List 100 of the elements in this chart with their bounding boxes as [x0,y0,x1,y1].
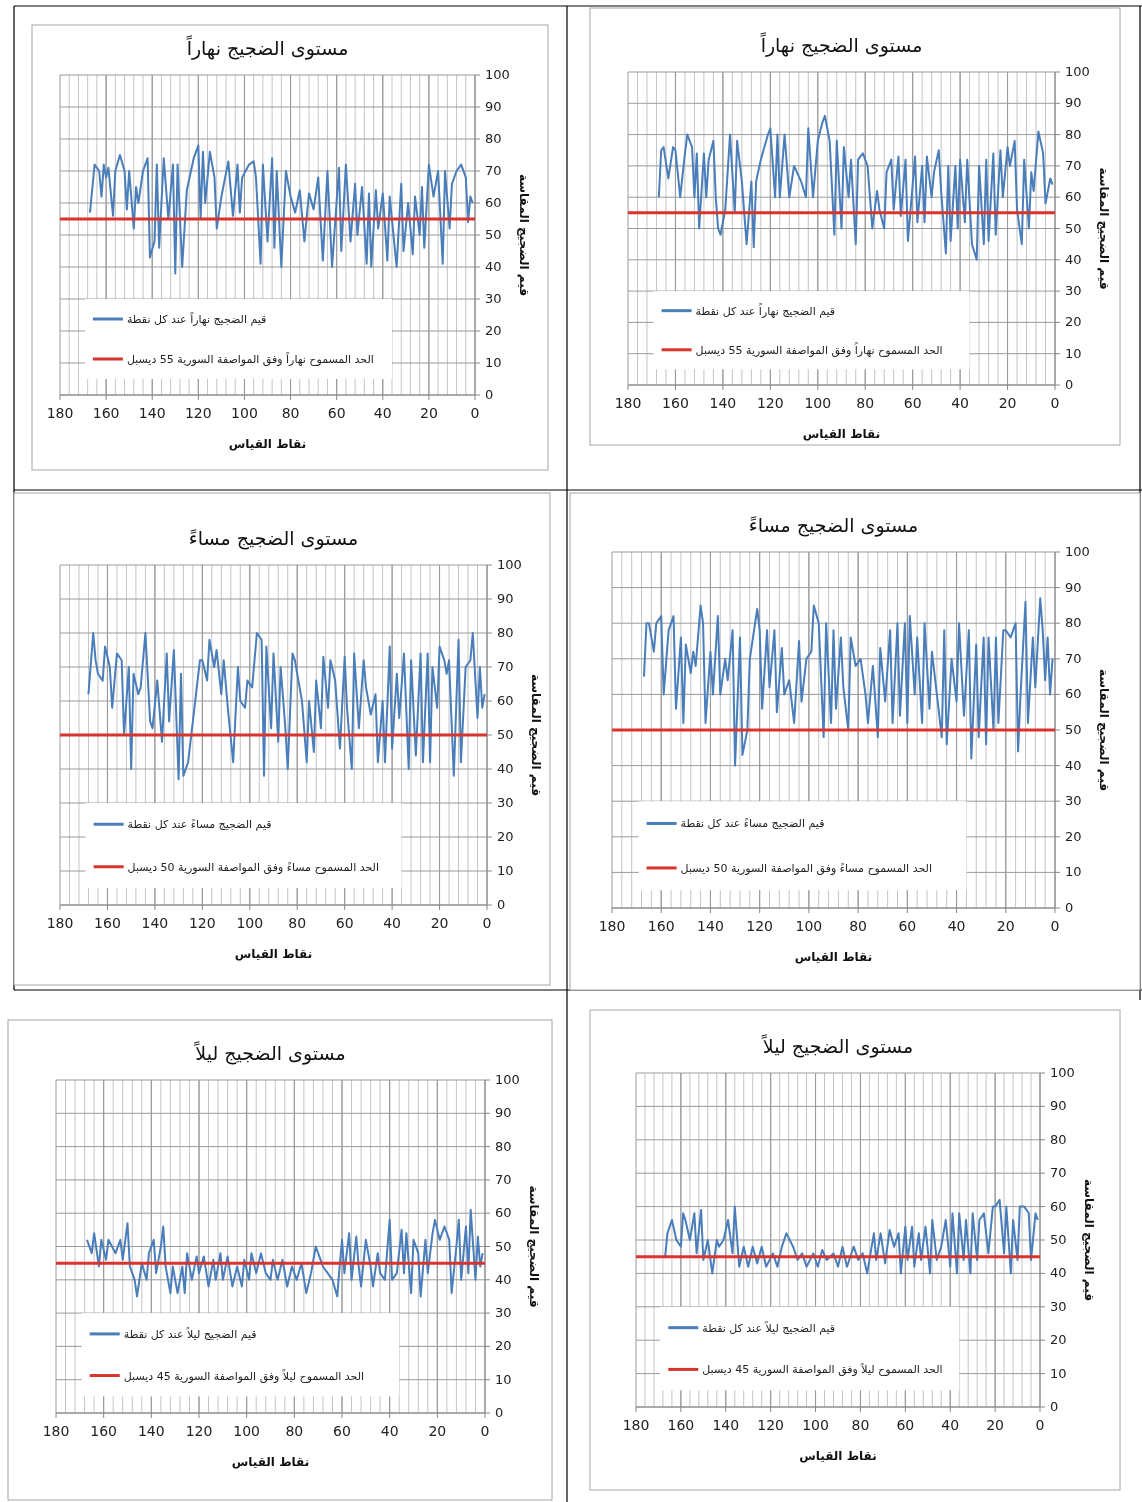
y-tick-label: 50 [1065,722,1082,737]
y-tick-label: 50 [497,727,514,742]
x-tick-label: 20 [428,1423,447,1439]
y-tick-label: 40 [1065,757,1082,773]
legend-label: الحد المسموح مساءً وفق المواصفة السورية 50 ديسبل [127,860,379,875]
x-tick-label: 20 [996,918,1015,934]
x-tick-label: 140 [138,405,166,421]
y-tick-label: 80 [1065,615,1082,631]
legend-label: قيم الضجيج ليلاً عند كل نقطة [702,1320,836,1335]
x-tick-label: 0 [1035,1417,1045,1433]
x-tick-label: 60 [898,918,917,934]
x-tick-label: 0 [470,405,480,421]
x-tick-label: 160 [662,395,689,411]
y-tick-label: 50 [1050,1232,1067,1247]
x-tick-label: 20 [419,405,438,421]
legend-label: قيم الضجيج ليلاً عند كل نقطة [123,1326,257,1341]
x-tick-label: 80 [851,1417,870,1433]
chart-title: مستوى الضجيج نهاراً [760,31,923,57]
x-tick-label: 60 [903,395,922,411]
y-tick-label: 60 [485,195,502,210]
legend-label: قيم الضجيج مساءً عند كل نقطة [680,817,825,831]
y-tick-label: 60 [495,1205,512,1221]
x-tick-label: 120 [184,405,212,421]
x-tick-label: 80 [856,395,875,411]
legend-label: قيم الضجيج نهاراً عند كل نقطة [695,302,836,318]
y-tick-label: 30 [495,1305,512,1321]
y-axis-title: قيم الضجيج المقاسة [527,1185,541,1308]
legend-label: الحد المسموح ليلاً وفق المواصفة السورية 45 ديسبل [123,1367,365,1384]
x-axis-title: نقاط القياس [228,437,307,451]
y-tick-label: 100 [1065,544,1090,559]
y-axis-title: قيم الضجيج المقاسة [1097,668,1111,792]
y-tick-label: 100 [1050,1065,1075,1080]
y-tick-label: 60 [1065,189,1082,205]
legend-label: الحد المسموح مساءً وفق المواصفة السورية 50 ديسبل [680,861,932,876]
x-axis-title: نقاط القياس [799,1449,877,1463]
y-tick-label: 90 [495,1105,512,1121]
y-tick-label: 90 [497,591,514,606]
x-tick-label: 20 [986,1417,1005,1433]
legend-label: الحد المسموح نهاراً وفق المواصفة السورية 55 ديسبل [126,350,374,367]
x-tick-label: 160 [94,915,121,931]
x-tick-label: 60 [335,915,354,931]
y-tick-label: 90 [1065,579,1082,595]
x-tick-label: 100 [802,1417,829,1433]
chart-title: مستوى الضجيج مساءً [748,514,919,537]
y-tick-label: 0 [1050,1399,1059,1414]
x-tick-label: 180 [622,1417,650,1433]
x-tick-label: 120 [188,915,216,931]
legend-label: قيم الضجيج مساءً عند كل نقطة [127,818,272,832]
y-tick-label: 30 [485,291,502,306]
x-tick-label: 80 [281,405,300,421]
x-tick-label: 140 [709,395,737,411]
x-tick-label: 40 [947,918,966,934]
x-tick-label: 100 [236,915,264,931]
x-tick-label: 100 [233,1423,261,1439]
y-tick-label: 0 [1065,900,1074,915]
legend-label: الحد المسموح ليلاً وفق المواصفة السورية 45 ديسبل [702,1361,943,1378]
x-tick-label: 180 [42,1423,70,1439]
y-tick-label: 30 [1050,1298,1067,1314]
x-tick-label: 60 [333,1423,351,1439]
x-tick-label: 160 [647,918,675,934]
x-tick-label: 120 [756,395,784,411]
x-axis-title: نقاط القياس [802,427,881,441]
y-tick-label: 90 [1065,95,1082,111]
x-tick-label: 100 [795,918,823,934]
y-tick-label: 20 [485,323,502,338]
y-axis-title: قيم الضجيج المقاسة [517,173,531,297]
y-tick-label: 90 [485,99,502,114]
y-tick-label: 10 [1065,345,1082,361]
y-tick-label: 100 [485,67,510,82]
y-axis-title: قيم الضجيج المقاسة [1082,1178,1096,1302]
y-tick-label: 30 [497,795,514,810]
y-tick-label: 60 [1050,1198,1067,1214]
x-tick-label: 60 [327,405,346,421]
y-tick-label: 10 [485,355,502,370]
x-tick-label: 40 [380,1423,399,1439]
y-tick-label: 70 [497,659,514,674]
x-tick-label: 60 [896,1417,915,1433]
x-tick-label: 180 [46,915,74,931]
y-tick-label: 70 [495,1171,512,1187]
x-tick-label: 40 [373,405,392,421]
x-tick-label: 20 [998,395,1017,411]
x-tick-label: 180 [614,395,642,411]
y-tick-label: 20 [1065,828,1082,844]
x-tick-label: 120 [185,1423,213,1439]
y-tick-label: 40 [485,259,502,274]
y-tick-label: 40 [1065,251,1082,267]
chart-title: مستوى الضجيج نهاراً [186,34,349,60]
y-tick-label: 70 [485,163,502,178]
x-tick-label: 160 [667,1417,695,1433]
x-tick-label: 40 [941,1417,960,1433]
y-tick-label: 80 [1050,1131,1067,1147]
y-tick-label: 80 [1065,126,1082,142]
y-tick-label: 80 [485,131,502,146]
x-tick-label: 160 [90,1423,118,1439]
y-tick-label: 0 [497,897,506,912]
y-axis-title: قيم الضجيج المقاسة [1097,167,1111,290]
x-tick-label: 120 [746,918,774,934]
y-tick-label: 70 [1065,650,1082,666]
legend-label: قيم الضجيج نهاراً عند كل نقطة [126,310,267,326]
x-tick-label: 100 [804,395,832,411]
